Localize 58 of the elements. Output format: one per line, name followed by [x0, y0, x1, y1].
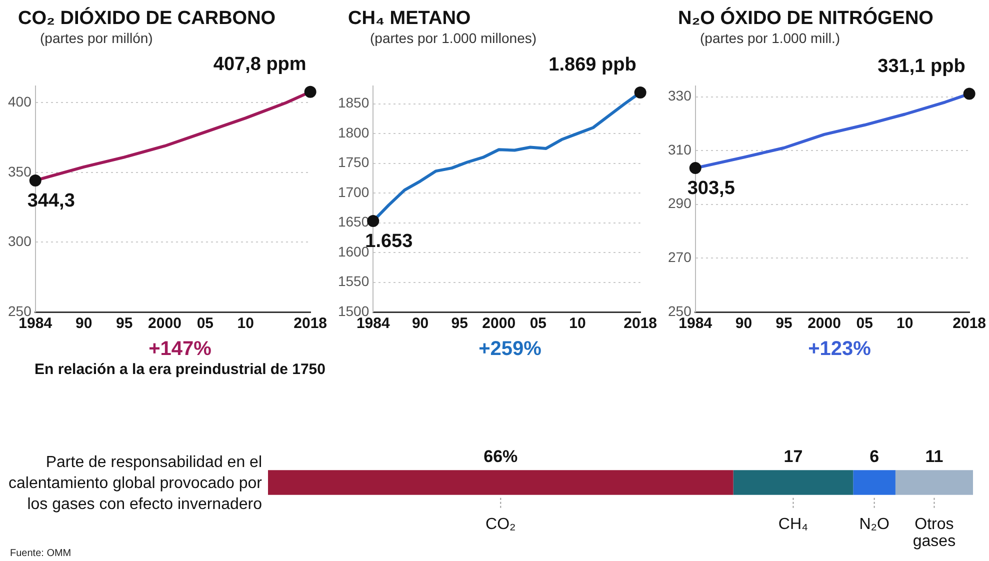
series-label: Otros gases	[912, 516, 956, 550]
x-tick-label: 05	[196, 315, 214, 332]
bar	[268, 470, 734, 495]
data-label: 66%	[484, 447, 518, 466]
data-label: 407,8 ppm	[213, 54, 306, 75]
bar	[853, 470, 896, 495]
text: En relación a la era preindustrial de 1750	[34, 361, 326, 378]
bar	[733, 470, 854, 495]
x-tick-label: 2018	[294, 315, 328, 332]
y-tick-label: 270	[668, 249, 692, 266]
chart-subtitle: (partes por 1.000 millones)	[370, 30, 538, 46]
y-tick-label: 350	[8, 163, 32, 180]
y-tick-label: 400	[8, 94, 32, 110]
text: +259%	[478, 338, 542, 361]
data-label: 6	[870, 447, 880, 466]
y-tick-label: 1550	[338, 273, 370, 290]
chart-subtitle: (partes por millón)	[40, 30, 154, 46]
x-tick-label: 95	[116, 315, 133, 332]
x-tick-label: 95	[451, 315, 468, 332]
y-tick-label: 330	[668, 88, 692, 104]
x-tick-label: 10	[896, 315, 914, 332]
series-label: CO₂	[486, 516, 516, 533]
chart-subtitle: (partes por 1.000 mill.)	[700, 30, 842, 46]
x-tick-label: 95	[776, 315, 792, 332]
data-label: 17	[784, 447, 803, 466]
x-tick-label: 10	[237, 315, 254, 332]
data-label: 331,1 ppb	[878, 56, 966, 77]
x-tick-label: 2018	[952, 315, 986, 332]
bar	[895, 470, 973, 495]
chart-title: CO₂ DIÓXIDO DE CARBONO	[18, 8, 277, 30]
x-tick-label: 2000	[482, 315, 516, 332]
text: Parte de responsabilidad en el calentamiento global provocado por los gases con efecto invernadero	[8, 453, 262, 515]
chart-title: N₂O ÓXIDO DE NITRÓGENO	[678, 8, 934, 30]
y-tick-label: 1750	[338, 154, 370, 170]
text: +147%	[148, 338, 212, 361]
x-tick-label: 2000	[808, 315, 841, 332]
x-tick-label: 90	[735, 315, 752, 332]
x-tick-label: 05	[856, 315, 873, 332]
x-tick-label: 05	[530, 315, 547, 332]
x-tick-label: 2018	[624, 315, 658, 332]
y-tick-label: 1650	[338, 214, 370, 230]
y-tick-label: 1700	[338, 184, 370, 200]
series-label: CH₄	[778, 516, 808, 533]
x-tick-label: 2000	[148, 315, 182, 332]
data-label: 11	[925, 447, 944, 466]
y-tick-label: 1850	[338, 94, 370, 111]
text: +123%	[807, 338, 872, 361]
data-label: 1.869 ppb	[548, 54, 636, 76]
series-label: N₂O	[859, 516, 890, 533]
source-note: Fuente: OMM	[10, 548, 72, 559]
chart-title: CH₄ METANO	[348, 8, 472, 30]
x-tick-label: 90	[76, 315, 92, 332]
data-label: 344,3	[27, 190, 75, 212]
y-tick-label: 1800	[338, 124, 370, 140]
y-tick-label: 300	[8, 233, 32, 250]
x-tick-label: 90	[412, 315, 429, 332]
y-tick-label: 310	[668, 141, 692, 158]
x-tick-label: 10	[569, 315, 586, 332]
